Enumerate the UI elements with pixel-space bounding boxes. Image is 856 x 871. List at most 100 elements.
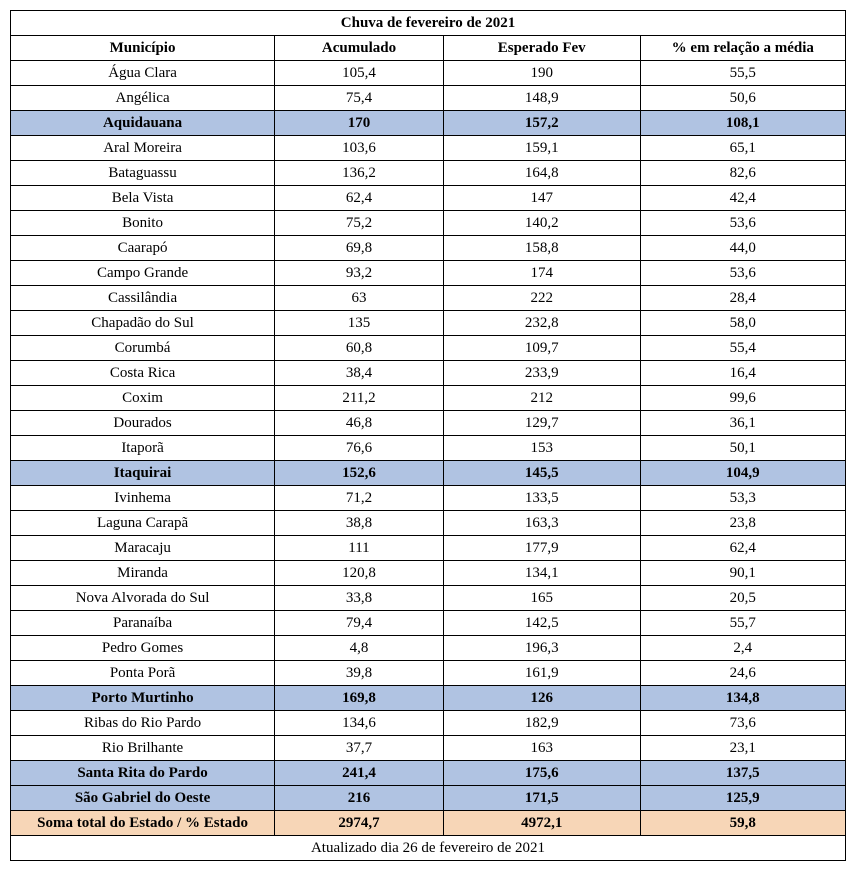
cell-acumulado: 135 [275, 311, 444, 336]
cell-esperado: 145,5 [443, 461, 640, 486]
table-row: Aral Moreira103,6159,165,1 [11, 136, 846, 161]
cell-acumulado: 170 [275, 111, 444, 136]
cell-municipio: Caarapó [11, 236, 275, 261]
cell-percent: 53,3 [640, 486, 845, 511]
cell-acumulado: 93,2 [275, 261, 444, 286]
cell-esperado: 182,9 [443, 711, 640, 736]
table-row: Angélica75,4148,950,6 [11, 86, 846, 111]
cell-municipio: Bonito [11, 211, 275, 236]
cell-acumulado: 216 [275, 786, 444, 811]
cell-percent: 23,1 [640, 736, 845, 761]
cell-acumulado: 79,4 [275, 611, 444, 636]
cell-esperado: 147 [443, 186, 640, 211]
col-header-municipio: Município [11, 36, 275, 61]
cell-acumulado: 62,4 [275, 186, 444, 211]
cell-acumulado: 136,2 [275, 161, 444, 186]
cell-acumulado: 38,4 [275, 361, 444, 386]
cell-acumulado: 37,7 [275, 736, 444, 761]
cell-esperado: 190 [443, 61, 640, 86]
col-header-esperado: Esperado Fev [443, 36, 640, 61]
cell-esperado: 126 [443, 686, 640, 711]
table-row: Itaporã76,615350,1 [11, 436, 846, 461]
cell-esperado: 171,5 [443, 786, 640, 811]
cell-percent: 104,9 [640, 461, 845, 486]
table-row: Dourados46,8129,736,1 [11, 411, 846, 436]
cell-percent: 55,7 [640, 611, 845, 636]
cell-percent: 20,5 [640, 586, 845, 611]
col-header-acumulado: Acumulado [275, 36, 444, 61]
cell-percent: 36,1 [640, 411, 845, 436]
cell-municipio: Ribas do Rio Pardo [11, 711, 275, 736]
cell-percent: 28,4 [640, 286, 845, 311]
cell-municipio: Maracaju [11, 536, 275, 561]
cell-acumulado: 241,4 [275, 761, 444, 786]
cell-esperado: 222 [443, 286, 640, 311]
cell-municipio: Bataguassu [11, 161, 275, 186]
cell-percent: 42,4 [640, 186, 845, 211]
cell-municipio: Rio Brilhante [11, 736, 275, 761]
table-row: Bataguassu136,2164,882,6 [11, 161, 846, 186]
table-row: Caarapó69,8158,844,0 [11, 236, 846, 261]
cell-percent: 82,6 [640, 161, 845, 186]
cell-esperado: 164,8 [443, 161, 640, 186]
cell-esperado: 161,9 [443, 661, 640, 686]
cell-esperado: 163 [443, 736, 640, 761]
cell-municipio: Ponta Porã [11, 661, 275, 686]
cell-percent: 134,8 [640, 686, 845, 711]
cell-municipio: Dourados [11, 411, 275, 436]
cell-percent: 55,5 [640, 61, 845, 86]
footer-row: Atualizado dia 26 de fevereiro de 2021 [11, 836, 846, 861]
cell-esperado: 153 [443, 436, 640, 461]
table-row: Santa Rita do Pardo241,4175,6137,5 [11, 761, 846, 786]
table-row: Maracaju111177,962,4 [11, 536, 846, 561]
table-row: Campo Grande93,217453,6 [11, 261, 846, 286]
cell-acumulado: 4,8 [275, 636, 444, 661]
header-row: Município Acumulado Esperado Fev % em re… [11, 36, 846, 61]
cell-municipio: Bela Vista [11, 186, 275, 211]
cell-percent: 24,6 [640, 661, 845, 686]
table-row: Aquidauana170157,2108,1 [11, 111, 846, 136]
cell-acumulado: 120,8 [275, 561, 444, 586]
cell-municipio: Laguna Carapã [11, 511, 275, 536]
table-row: Itaquirai152,6145,5104,9 [11, 461, 846, 486]
cell-esperado: 142,5 [443, 611, 640, 636]
table-row: Laguna Carapã38,8163,323,8 [11, 511, 846, 536]
table-row: Coxim211,221299,6 [11, 386, 846, 411]
cell-municipio: Aquidauana [11, 111, 275, 136]
cell-percent: 53,6 [640, 211, 845, 236]
cell-esperado: 109,7 [443, 336, 640, 361]
cell-municipio: Nova Alvorada do Sul [11, 586, 275, 611]
cell-municipio: Itaquirai [11, 461, 275, 486]
total-acumulado: 2974,7 [275, 811, 444, 836]
cell-esperado: 133,5 [443, 486, 640, 511]
cell-acumulado: 39,8 [275, 661, 444, 686]
cell-municipio: Paranaíba [11, 611, 275, 636]
cell-municipio: Miranda [11, 561, 275, 586]
table-row: Ivinhema71,2133,553,3 [11, 486, 846, 511]
cell-percent: 23,8 [640, 511, 845, 536]
cell-acumulado: 111 [275, 536, 444, 561]
table-title: Chuva de fevereiro de 2021 [11, 11, 846, 36]
cell-percent: 16,4 [640, 361, 845, 386]
table-row: Bela Vista62,414742,4 [11, 186, 846, 211]
footer-text: Atualizado dia 26 de fevereiro de 2021 [11, 836, 846, 861]
cell-acumulado: 38,8 [275, 511, 444, 536]
cell-acumulado: 60,8 [275, 336, 444, 361]
cell-percent: 50,6 [640, 86, 845, 111]
cell-esperado: 174 [443, 261, 640, 286]
cell-municipio: Campo Grande [11, 261, 275, 286]
cell-acumulado: 169,8 [275, 686, 444, 711]
table-row: Bonito75,2140,253,6 [11, 211, 846, 236]
cell-esperado: 177,9 [443, 536, 640, 561]
total-label: Soma total do Estado / % Estado [11, 811, 275, 836]
table-row: Ponta Porã39,8161,924,6 [11, 661, 846, 686]
table-row: Chapadão do Sul135232,858,0 [11, 311, 846, 336]
cell-esperado: 134,1 [443, 561, 640, 586]
table-row: Porto Murtinho169,8126134,8 [11, 686, 846, 711]
cell-acumulado: 46,8 [275, 411, 444, 436]
cell-percent: 99,6 [640, 386, 845, 411]
total-esperado: 4972,1 [443, 811, 640, 836]
cell-municipio: Cassilândia [11, 286, 275, 311]
cell-percent: 55,4 [640, 336, 845, 361]
cell-percent: 44,0 [640, 236, 845, 261]
